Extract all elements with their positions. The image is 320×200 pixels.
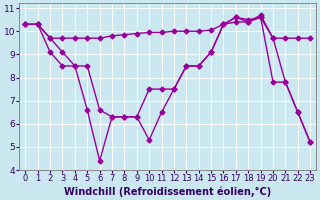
- X-axis label: Windchill (Refroidissement éolien,°C): Windchill (Refroidissement éolien,°C): [64, 186, 271, 197]
